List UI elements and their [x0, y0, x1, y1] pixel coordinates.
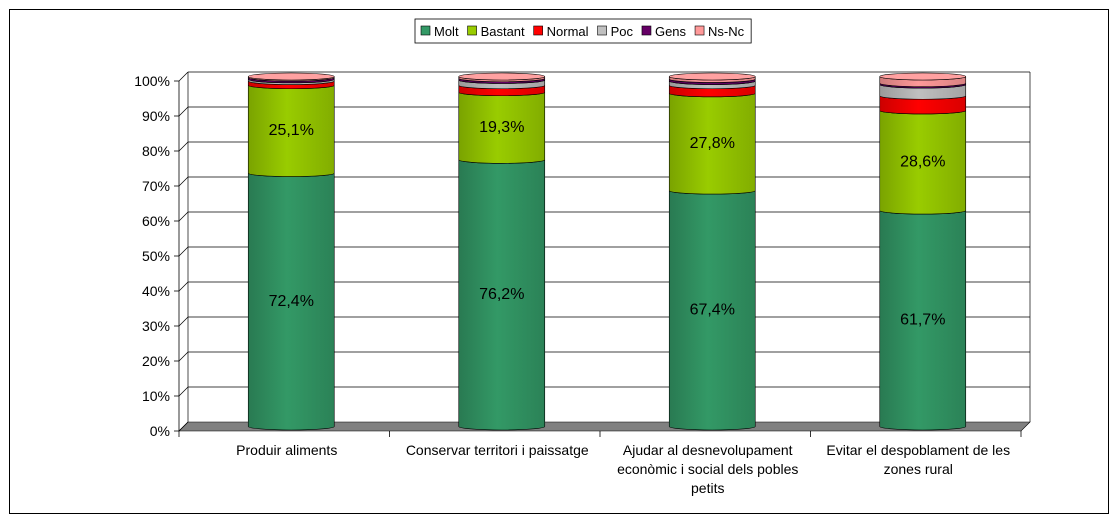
bar-top-cap	[458, 72, 546, 81]
wall-gridline	[178, 281, 189, 292]
y-tick-label: 10%	[142, 388, 170, 404]
legend-label: Molt	[434, 24, 459, 39]
legend-swatch-bastant	[467, 25, 477, 36]
y-tick-label: 80%	[142, 143, 170, 159]
y-tick-label: 30%	[142, 318, 170, 334]
x-category-label: Evitar el despoblament de les	[826, 442, 1010, 458]
bar-top-cap	[879, 72, 967, 81]
legend-swatch-normal	[533, 25, 543, 36]
legend-swatch-gens	[641, 25, 652, 36]
bar-top-cap	[668, 72, 756, 81]
wall-gridline	[178, 211, 189, 222]
legend-swatch-ns-nc	[694, 25, 705, 36]
y-tick-label: 40%	[142, 283, 170, 299]
data-label: 61,7%	[900, 312, 945, 329]
x-category-label: petits	[691, 480, 724, 496]
bars-layer: 72,4% 25,1% 76,2% 19,3% 67,4% 27,8% 61,7% 28,6%	[247, 72, 967, 431]
x-category-label: Produir aliments	[236, 442, 337, 458]
wall-gridline	[178, 246, 189, 257]
y-tick-label: 70%	[142, 178, 170, 194]
bar-top-cap	[247, 72, 335, 81]
y-tick-label: 0%	[150, 423, 170, 439]
legend-label: Ns-Nc	[708, 24, 745, 39]
y-tick-label: 60%	[142, 213, 170, 229]
x-category-label: Ajudar al desnevolupament	[623, 442, 793, 458]
data-label: 27,8%	[690, 135, 735, 152]
legend-label: Normal	[547, 24, 589, 39]
y-tick-label: 50%	[142, 248, 170, 264]
wall-gridline	[178, 316, 189, 327]
y-tick-label: 90%	[142, 108, 170, 124]
legend-label: Poc	[611, 24, 634, 39]
x-category-label: zones rural	[884, 461, 953, 477]
wall-gridline	[178, 386, 189, 397]
wall-gridline	[178, 71, 189, 82]
wall-gridline	[178, 351, 189, 362]
wall-gridline	[178, 176, 189, 187]
x-category-label: econòmic i social dels pobles	[617, 461, 798, 477]
data-label: 19,3%	[479, 119, 524, 136]
legend-swatch-molt	[420, 25, 431, 36]
data-label: 76,2%	[479, 286, 524, 303]
data-label: 28,6%	[900, 154, 945, 171]
y-tick-label: 20%	[142, 353, 170, 369]
wall-gridline	[178, 141, 189, 152]
data-label: 72,4%	[269, 293, 314, 310]
y-tick-label: 100%	[134, 73, 170, 89]
wall-gridline	[178, 421, 189, 432]
y-axis: 0% 10% 20% 30% 40% 50% 60% 70% 80% 90% 100%	[134, 73, 1022, 439]
legend: Molt Bastant Normal Poc Gens Ns-Nc	[414, 18, 752, 44]
data-label: 67,4%	[690, 302, 735, 319]
legend-label: Bastant	[481, 24, 525, 39]
data-label: 25,1%	[269, 122, 314, 139]
wall-gridline	[178, 106, 189, 117]
legend-label: Gens	[655, 24, 687, 39]
x-category-label: Conservar territori i paissatge	[406, 442, 589, 458]
legend-swatch-poc	[597, 25, 607, 36]
x-axis-labels: Produir aliments Conservar territori i pa…	[236, 442, 1010, 496]
